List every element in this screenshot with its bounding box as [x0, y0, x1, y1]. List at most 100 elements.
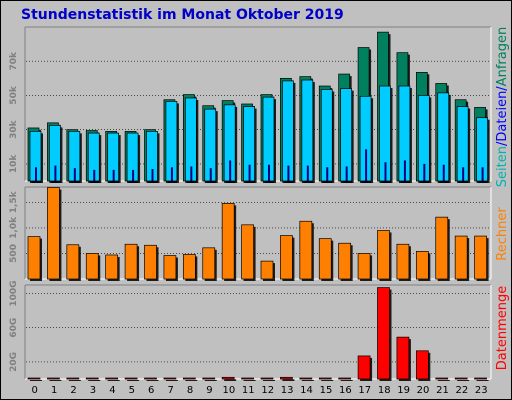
bottom-panel-bg: [25, 285, 491, 379]
bar-rechner-4-body: [105, 254, 119, 280]
bar-datenmenge-8-shadow: [185, 380, 198, 381]
bar-rechner-19-body: [396, 243, 410, 280]
bar-rechner-6-body: [144, 244, 157, 280]
bar-datenmenge-21: [435, 377, 450, 381]
bar-rechner-10: [221, 203, 237, 281]
bar-rechner-15-body: [318, 238, 332, 280]
bar-datenmenge-19-body: [396, 336, 410, 380]
bar-datenmenge-4-body: [105, 377, 119, 380]
bar-datenmenge-7: [163, 377, 178, 381]
bar-rechner-2-body: [66, 244, 80, 280]
bar-datenmenge-20-body: [415, 350, 429, 380]
bar-rechner-9: [202, 247, 217, 281]
bar-rechner-22: [454, 235, 470, 281]
bar-rechner-0-body: [27, 236, 41, 280]
bar-datenmenge-4: [105, 377, 120, 381]
xtick-label-1: 1: [51, 385, 57, 396]
bar-rechner-14: [299, 220, 314, 281]
xtick-label-13: 13: [281, 385, 294, 396]
bar-rechner-18-body: [377, 230, 390, 280]
bar-datenmenge-0-body: [27, 377, 41, 380]
xtick-label-9: 9: [206, 385, 212, 396]
xtick-label-0: 0: [32, 385, 38, 396]
bar-seiten-0: [35, 167, 37, 181]
bar-rechner-15: [318, 238, 334, 281]
bar-rechner-20-body: [415, 251, 429, 280]
bar-rechner-22-body: [454, 235, 468, 280]
legend-top-label: Seiten/Dateien/Anfragen: [495, 27, 510, 187]
xtick-label-2: 2: [70, 385, 76, 396]
bar-rechner-5: [124, 243, 140, 281]
middle-panel-ytick-label: 500: [9, 244, 19, 263]
bar-datenmenge-7-shadow: [165, 380, 178, 381]
bar-datenmenge-6: [144, 377, 159, 381]
bar-datenmenge-14-shadow: [301, 380, 314, 381]
xtick-label-20: 20: [417, 385, 430, 396]
top-panel-ytick-label: 10k: [9, 154, 19, 174]
xtick-label-10: 10: [223, 385, 236, 396]
bar-rechner-19: [396, 243, 411, 281]
bar-datenmenge-17: [357, 355, 373, 381]
bar-seiten-1: [54, 165, 57, 181]
bar-seiten-15: [326, 167, 329, 181]
bar-seiten-8: [190, 166, 193, 181]
xtick-label-22: 22: [456, 385, 469, 396]
bar-datenmenge-23: [474, 377, 489, 381]
bar-datenmenge-15-body: [318, 377, 332, 380]
bar-rechner-11: [241, 224, 256, 281]
bar-datenmenge-1: [47, 377, 62, 381]
bar-datenmenge-19: [396, 336, 411, 381]
bar-rechner-12-body: [260, 260, 274, 280]
bar-datenmenge-16-shadow: [340, 380, 353, 381]
bar-datenmenge-18-body: [377, 287, 390, 380]
bar-rechner-21: [435, 216, 450, 281]
bar-rechner-11-body: [241, 224, 254, 280]
bar-seiten-14: [306, 165, 309, 181]
bar-rechner-20: [415, 251, 431, 281]
xtick-label-23: 23: [475, 385, 488, 396]
bar-datenmenge-20: [415, 350, 431, 381]
bar-seiten-5: [132, 169, 135, 181]
bar-datenmenge-13-body: [280, 376, 293, 380]
bar-seiten-12: [268, 164, 270, 181]
bar-seiten-9: [209, 168, 212, 181]
bar-datenmenge-7-body: [163, 377, 177, 380]
bar-datenmenge-22-body: [454, 377, 468, 380]
bar-seiten-13: [287, 165, 290, 181]
bar-datenmenge-0-shadow: [30, 380, 42, 381]
bar-seiten-11: [248, 164, 251, 181]
bar-datenmenge-17-body: [357, 355, 371, 380]
legend-datenmenge: Datenmenge: [495, 286, 510, 370]
middle-panel-ytick-label: 1,0k: [9, 216, 19, 239]
bar-seiten-18: [384, 162, 387, 181]
bar-rechner-21-body: [435, 216, 449, 280]
bar-seiten-22: [462, 167, 465, 181]
bar-rechner-3-body: [85, 253, 99, 280]
legend-seiten: Seiten: [495, 146, 510, 187]
bar-rechner-7-body: [163, 255, 177, 280]
bar-seiten-7: [170, 167, 173, 181]
bar-rechner-23-body: [474, 235, 487, 280]
top-panel-ytick-label: 50k: [9, 85, 19, 105]
xtick-label-18: 18: [378, 385, 391, 396]
bar-datenmenge-21-body: [435, 377, 449, 380]
bar-datenmenge-13-shadow: [282, 379, 295, 381]
bar-datenmenge-1-shadow: [49, 380, 62, 381]
legend-sep1: /: [495, 141, 510, 146]
top-panel-ytick-label: 30k: [9, 119, 19, 139]
xtick-label-12: 12: [261, 385, 274, 396]
bottom-panel-ytick-label: 100G: [9, 280, 19, 306]
bar-rechner-12: [260, 260, 275, 281]
bar-datenmenge-23-shadow: [476, 380, 489, 381]
bar-seiten-6: [151, 169, 154, 181]
bar-datenmenge-21-shadow: [437, 380, 450, 381]
bar-datenmenge-10: [221, 376, 237, 381]
xtick-label-16: 16: [339, 385, 352, 396]
bar-datenmenge-23-body: [474, 377, 487, 380]
bar-datenmenge-0: [27, 377, 42, 381]
bar-datenmenge-10-shadow: [224, 379, 237, 381]
bar-seiten-10: [229, 160, 232, 181]
bar-datenmenge-11-shadow: [243, 380, 256, 381]
bar-rechner-8-body: [182, 254, 196, 280]
top-panel-bg: [25, 27, 491, 181]
